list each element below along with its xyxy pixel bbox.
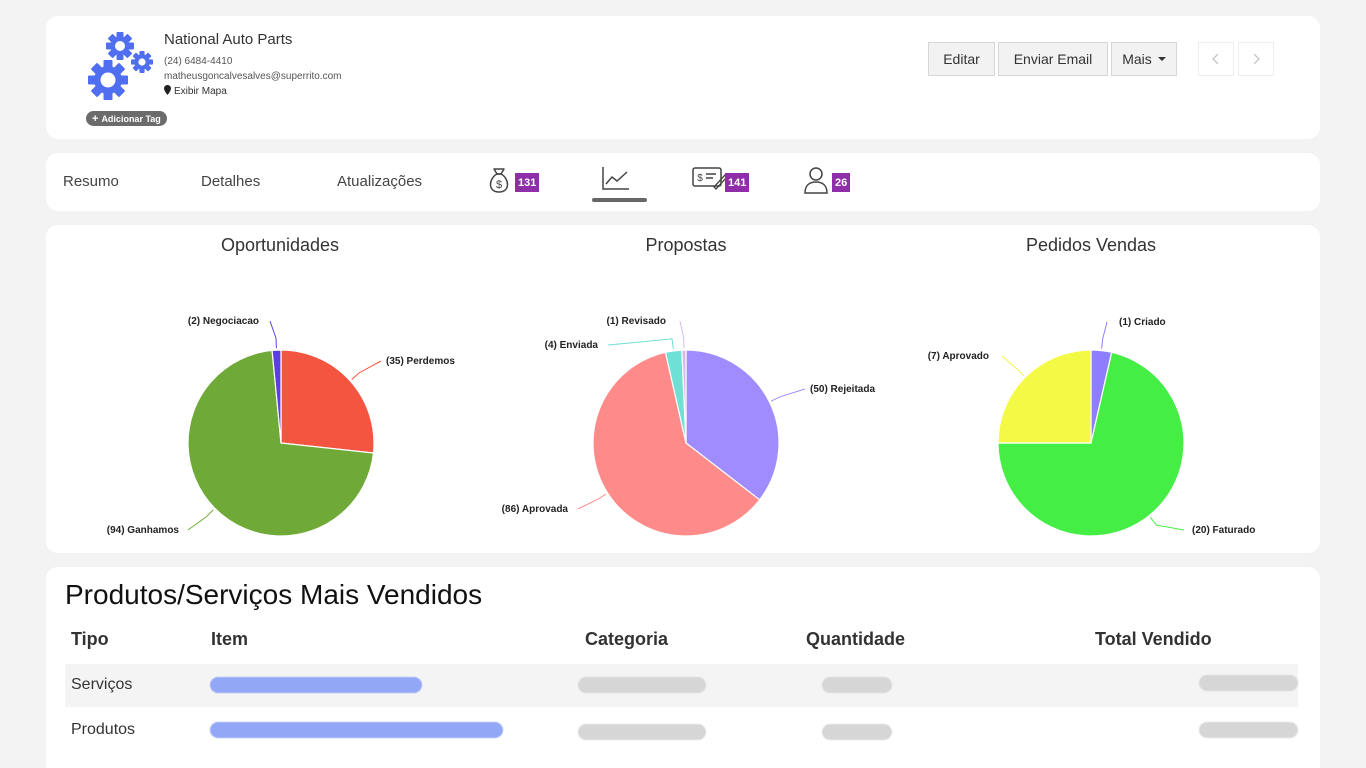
pie-leader-line	[679, 320, 685, 349]
add-tag-button[interactable]: + Adicionar Tag	[86, 111, 167, 126]
company-name: National Auto Parts	[164, 31, 293, 48]
contacts-count-badge: 26	[832, 173, 851, 192]
more-label: Mais	[1122, 51, 1152, 67]
redacted-total	[1199, 675, 1298, 691]
company-header: National Auto Parts (24) 6484-4410 mathe…	[46, 16, 1320, 139]
column-header-tipo[interactable]: Tipo	[71, 629, 109, 649]
pie-slice-label: (1) Criado	[1119, 317, 1166, 328]
column-header-quantidade[interactable]: Quantidade	[806, 629, 906, 649]
svg-text:$: $	[697, 173, 703, 184]
chart-title-pedidos: Pedidos Vendas	[1025, 235, 1157, 255]
proposals-count-badge: 141	[725, 173, 750, 192]
add-tag-label: Adicionar Tag	[101, 113, 161, 124]
row-type: Serviços	[71, 676, 133, 693]
line-chart-icon	[601, 167, 631, 195]
pie-leader-line	[1149, 516, 1185, 531]
pie-slice-label: (4) Enviada	[545, 340, 599, 351]
tab-contacts[interactable]	[803, 165, 829, 200]
table-row[interactable]: Serviços	[65, 664, 1298, 707]
pie-slice-label: (86) Aprovada	[502, 504, 569, 515]
show-map-link[interactable]: Exibir Mapa	[164, 85, 227, 98]
send-email-button[interactable]: Enviar Email	[998, 42, 1108, 76]
redacted-total	[1199, 722, 1298, 738]
column-header-total-vendido[interactable]: Total Vendido	[1095, 629, 1212, 649]
tab-opportunities[interactable]: $	[484, 165, 514, 200]
pie-leader-line	[351, 360, 382, 380]
row-type: Produtos	[71, 721, 136, 738]
chart-title-oportunidades: Oportunidades	[220, 235, 340, 255]
chart-title-propostas: Propostas	[645, 235, 727, 255]
person-icon	[803, 167, 829, 199]
pie-slice[interactable]	[592, 351, 761, 537]
pie-slice[interactable]	[997, 351, 1185, 537]
show-map-label: Exibir Mapa	[174, 86, 227, 97]
pie-slice-label: (20) Faturado	[1192, 525, 1255, 536]
chevron-left-icon[interactable]	[1198, 42, 1234, 76]
pie-slice-label: (2) Negociacao	[188, 316, 259, 327]
pie-slice[interactable]	[280, 349, 375, 454]
pie-charts: (35) Perdemos (94) Ganhamos (2) Negociacao…	[107, 316, 1255, 537]
plus-icon: +	[92, 112, 99, 125]
redacted-category	[578, 724, 706, 740]
tab-charts[interactable]	[601, 165, 631, 196]
section-title: Produtos/Serviços Mais Vendidos	[65, 579, 483, 610]
redacted-item	[210, 722, 503, 738]
pie-slice-label: (50) Rejeitada	[810, 384, 875, 395]
pie-slice-label: (94) Ganhamos	[107, 525, 180, 536]
caret-down-icon	[1157, 57, 1166, 61]
opportunities-count-badge: 131	[515, 173, 540, 192]
pie-leader-line	[187, 509, 214, 531]
pie-leader-line	[1101, 321, 1108, 349]
pie-slice[interactable]	[271, 349, 282, 444]
proposal-icon: $	[692, 167, 728, 195]
redacted-category	[578, 677, 706, 693]
pie-slice[interactable]	[187, 349, 375, 537]
redacted-quantity	[822, 724, 892, 740]
redacted-item	[210, 677, 422, 693]
pie-leader-line	[269, 320, 277, 349]
tab-atualizacoes[interactable]: Atualizações	[337, 173, 423, 190]
pie-slice[interactable]	[681, 349, 687, 444]
charts-panel: Oportunidades Propostas Pedidos Vendas (…	[46, 225, 1320, 553]
pie-leader-line	[577, 493, 607, 510]
tab-bar: Resumo Detalhes Atualizações $ 131 $	[46, 153, 1320, 211]
pie-slice-label: (1) Revisado	[607, 316, 666, 327]
pie-slice[interactable]	[997, 349, 1092, 444]
money-bag-icon: $	[484, 168, 514, 199]
more-dropdown-button[interactable]: Mais	[1111, 42, 1177, 76]
table-row[interactable]: Produtos	[65, 707, 1298, 750]
column-header-item[interactable]: Item	[211, 629, 249, 649]
pie-leader-line	[1001, 355, 1025, 377]
active-tab-indicator	[592, 198, 647, 202]
gears-logo-icon	[84, 26, 158, 116]
pie-slice-label: (35) Perdemos	[386, 356, 455, 367]
company-phone: (24) 6484-4410	[164, 56, 233, 67]
map-pin-icon	[164, 85, 171, 98]
redacted-quantity	[822, 677, 892, 693]
tab-proposals[interactable]: $	[692, 165, 728, 196]
top-products-panel: Produtos/Serviços Mais Vendidos Tipo Ite…	[46, 567, 1320, 768]
edit-button[interactable]: Editar	[928, 42, 995, 76]
svg-text:$: $	[496, 179, 502, 191]
pie-slice-label: (7) Aprovado	[928, 351, 989, 362]
chevron-right-icon[interactable]	[1238, 42, 1274, 76]
pie-leader-line	[607, 338, 674, 349]
pie-slice[interactable]	[685, 349, 780, 501]
pie-leader-line	[771, 388, 806, 402]
tab-resumo[interactable]: Resumo	[63, 173, 119, 190]
company-email[interactable]: matheusgoncalvesalves@superrito.com	[164, 71, 342, 82]
column-header-categoria[interactable]: Categoria	[585, 629, 669, 649]
tab-detalhes[interactable]: Detalhes	[201, 173, 261, 190]
